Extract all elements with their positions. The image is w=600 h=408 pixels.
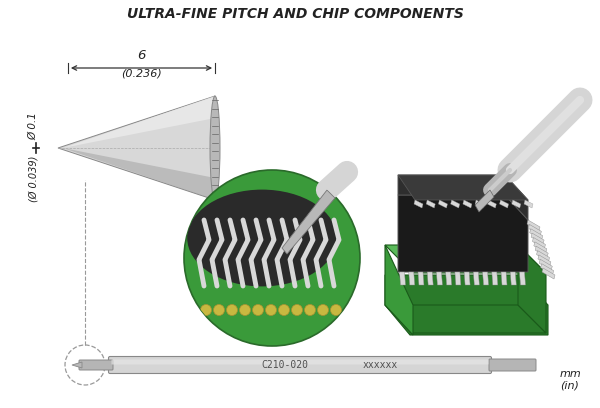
Polygon shape — [463, 200, 472, 208]
Circle shape — [292, 304, 302, 315]
Polygon shape — [482, 272, 488, 285]
Polygon shape — [72, 362, 82, 368]
Polygon shape — [529, 224, 541, 235]
Circle shape — [265, 304, 277, 315]
Text: mm
(in): mm (in) — [559, 369, 581, 390]
Polygon shape — [518, 245, 546, 333]
Circle shape — [184, 170, 360, 346]
Polygon shape — [464, 272, 470, 285]
Polygon shape — [473, 272, 479, 285]
Polygon shape — [385, 275, 548, 335]
Text: Ø 0.1: Ø 0.1 — [28, 112, 38, 140]
Ellipse shape — [187, 190, 337, 286]
Text: xxxxxx: xxxxxx — [362, 361, 398, 370]
Circle shape — [317, 304, 329, 315]
Circle shape — [239, 304, 251, 315]
Polygon shape — [475, 200, 484, 208]
Polygon shape — [501, 272, 507, 285]
Polygon shape — [542, 268, 555, 279]
Polygon shape — [439, 200, 448, 208]
Polygon shape — [536, 251, 550, 262]
Polygon shape — [527, 220, 540, 231]
Circle shape — [253, 304, 263, 315]
Polygon shape — [414, 200, 423, 208]
Polygon shape — [534, 242, 547, 253]
Polygon shape — [409, 272, 415, 285]
Text: 6: 6 — [137, 49, 146, 62]
Polygon shape — [398, 175, 528, 200]
FancyBboxPatch shape — [79, 360, 113, 370]
Circle shape — [227, 304, 238, 315]
Polygon shape — [512, 200, 521, 208]
Polygon shape — [398, 175, 528, 220]
Circle shape — [305, 304, 316, 315]
Polygon shape — [282, 190, 335, 254]
Polygon shape — [400, 272, 406, 285]
Polygon shape — [538, 255, 551, 266]
Polygon shape — [475, 190, 494, 212]
Polygon shape — [451, 200, 460, 208]
Ellipse shape — [210, 96, 220, 200]
FancyBboxPatch shape — [489, 359, 536, 371]
Text: ULTRA-FINE PITCH AND CHIP COMPONENTS: ULTRA-FINE PITCH AND CHIP COMPONENTS — [127, 7, 463, 21]
Polygon shape — [446, 272, 452, 285]
Circle shape — [200, 304, 212, 315]
Polygon shape — [510, 272, 516, 285]
Circle shape — [214, 304, 224, 315]
Polygon shape — [455, 272, 461, 285]
Polygon shape — [492, 272, 498, 285]
Polygon shape — [535, 246, 548, 257]
Polygon shape — [539, 259, 552, 270]
Circle shape — [278, 304, 290, 315]
Polygon shape — [63, 96, 215, 148]
Polygon shape — [524, 200, 533, 208]
Polygon shape — [541, 264, 554, 275]
Polygon shape — [418, 272, 424, 285]
Text: (Ø 0.039): (Ø 0.039) — [28, 156, 38, 202]
Polygon shape — [531, 233, 544, 244]
Polygon shape — [63, 148, 215, 200]
Polygon shape — [530, 229, 543, 240]
FancyBboxPatch shape — [109, 357, 491, 373]
Polygon shape — [500, 200, 509, 208]
Polygon shape — [398, 195, 528, 272]
Polygon shape — [426, 200, 435, 208]
Polygon shape — [520, 272, 526, 285]
Polygon shape — [427, 272, 433, 285]
Polygon shape — [487, 200, 496, 208]
Circle shape — [331, 304, 341, 315]
Polygon shape — [532, 237, 545, 248]
Polygon shape — [58, 96, 215, 200]
FancyBboxPatch shape — [112, 359, 488, 364]
Text: (0.236): (0.236) — [121, 69, 162, 79]
Polygon shape — [436, 272, 442, 285]
Polygon shape — [385, 245, 546, 273]
Polygon shape — [385, 245, 413, 335]
Text: C210-020: C210-020 — [262, 361, 308, 370]
Polygon shape — [385, 305, 546, 333]
